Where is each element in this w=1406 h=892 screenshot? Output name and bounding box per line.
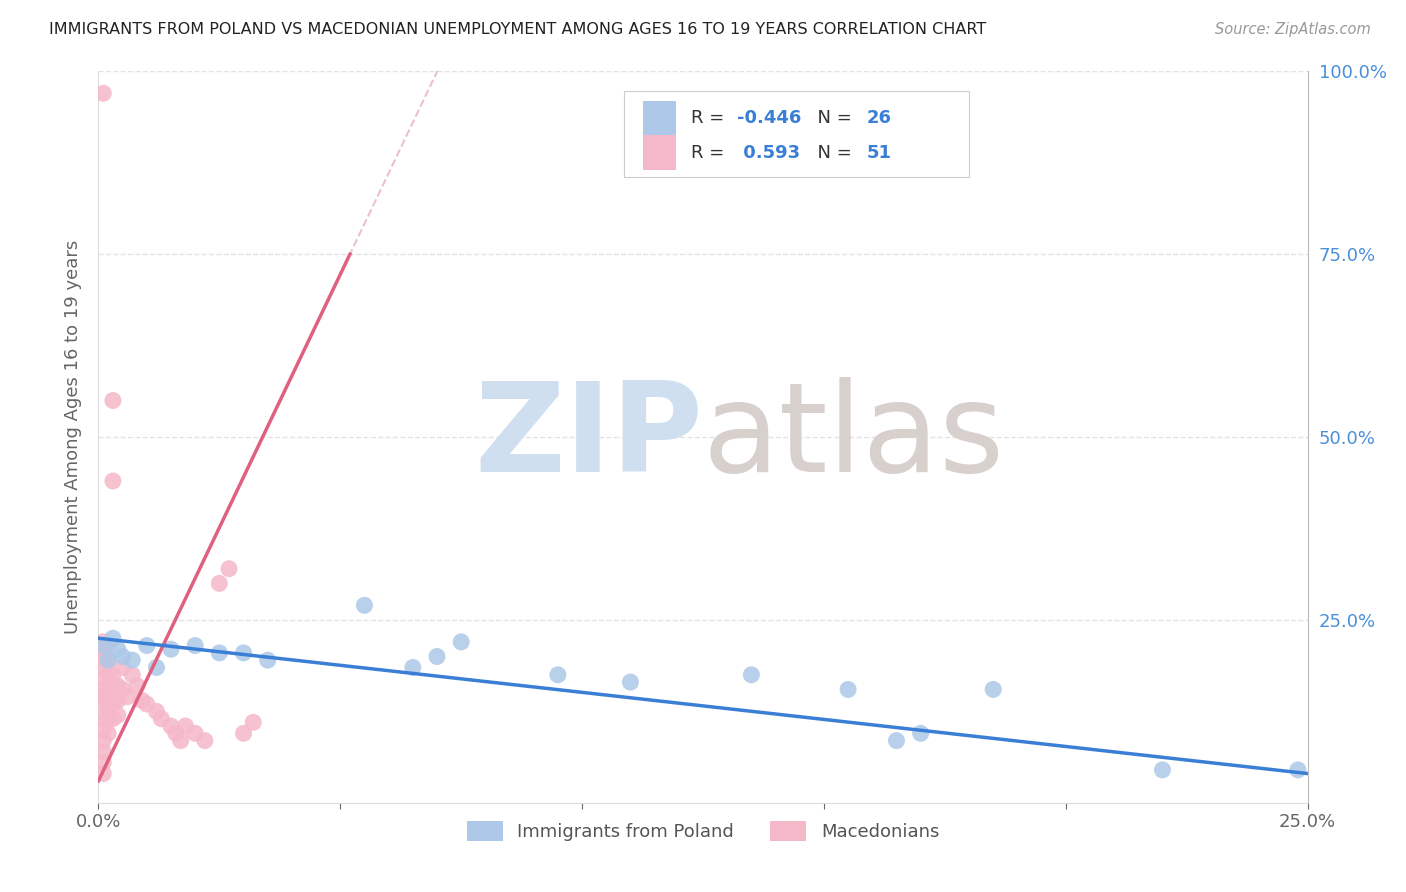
Text: ZIP: ZIP (474, 376, 703, 498)
Legend: Immigrants from Poland, Macedonians: Immigrants from Poland, Macedonians (460, 814, 946, 848)
Point (107, 679, 129, 693)
Text: -0.446: -0.446 (737, 109, 801, 128)
Point (131, 693, 153, 707)
Point (101, 697, 124, 711)
Y-axis label: Unemployment Among Ages 16 to 19 years: Unemployment Among Ages 16 to 19 years (63, 240, 82, 634)
Point (111, 682, 134, 697)
Point (97, 667, 120, 681)
Point (145, 705, 167, 719)
Point (101, 667, 124, 681)
Point (91, 642, 114, 657)
Text: 51: 51 (866, 144, 891, 161)
Point (910, 726, 932, 740)
Point (91, 635, 114, 649)
Point (101, 474, 124, 488)
Point (886, 733, 908, 747)
Point (117, 690, 139, 704)
Point (91, 697, 114, 711)
Point (107, 642, 129, 657)
Point (111, 660, 134, 674)
Point (232, 726, 254, 740)
Text: N =: N = (806, 144, 858, 161)
Point (91, 690, 114, 704)
Point (1152, 763, 1174, 777)
Point (547, 667, 569, 681)
Point (145, 660, 167, 674)
Point (97, 726, 120, 740)
Point (740, 667, 762, 681)
Point (91, 639, 114, 653)
Point (91, 682, 114, 697)
Point (135, 639, 157, 653)
Point (107, 708, 129, 723)
Point (242, 715, 264, 730)
Point (837, 682, 859, 697)
Text: Source: ZipAtlas.com: Source: ZipAtlas.com (1215, 22, 1371, 37)
Point (91, 712, 114, 726)
Point (174, 719, 197, 733)
Point (194, 733, 217, 747)
Point (91, 766, 114, 780)
Point (208, 576, 231, 591)
Point (97, 653, 120, 667)
Point (135, 697, 157, 711)
Point (111, 649, 134, 664)
Point (97, 682, 120, 697)
Point (121, 653, 143, 667)
FancyBboxPatch shape (624, 91, 969, 178)
Point (91, 756, 114, 770)
Point (160, 642, 183, 657)
Point (101, 632, 124, 646)
Point (1286, 763, 1309, 777)
Point (184, 726, 207, 740)
Point (101, 393, 124, 408)
Point (218, 562, 240, 576)
Point (353, 599, 375, 613)
Point (402, 660, 425, 674)
Point (91, 733, 114, 747)
Point (450, 635, 472, 649)
Point (91, 745, 114, 759)
Point (426, 649, 449, 664)
Text: R =: R = (690, 144, 730, 161)
Point (97, 712, 120, 726)
Text: atlas: atlas (703, 376, 1005, 498)
Point (121, 667, 143, 681)
Point (981, 682, 1004, 697)
FancyBboxPatch shape (643, 135, 676, 170)
Text: IMMIGRANTS FROM POLAND VS MACEDONIAN UNEMPLOYMENT AMONG AGES 16 TO 19 YEARS CORR: IMMIGRANTS FROM POLAND VS MACEDONIAN UNE… (49, 22, 987, 37)
Point (97, 653, 120, 667)
Text: 26: 26 (866, 109, 891, 128)
Point (160, 719, 183, 733)
Point (91, 660, 114, 674)
FancyBboxPatch shape (643, 101, 676, 136)
Point (169, 733, 191, 747)
Text: N =: N = (806, 109, 858, 128)
Point (619, 675, 641, 690)
Text: R =: R = (690, 109, 730, 128)
Point (165, 726, 187, 740)
Point (101, 712, 124, 726)
Point (101, 682, 124, 697)
Point (91, 653, 114, 667)
Text: 0.593: 0.593 (737, 144, 800, 161)
Point (97, 639, 120, 653)
Point (91, 87, 114, 101)
Point (91, 723, 114, 737)
Point (97, 697, 120, 711)
Point (91, 672, 114, 686)
Point (184, 639, 207, 653)
Point (127, 679, 149, 693)
Point (232, 646, 254, 660)
Point (256, 653, 278, 667)
Point (91, 639, 114, 653)
Point (150, 712, 173, 726)
Point (107, 693, 129, 707)
Point (208, 646, 231, 660)
